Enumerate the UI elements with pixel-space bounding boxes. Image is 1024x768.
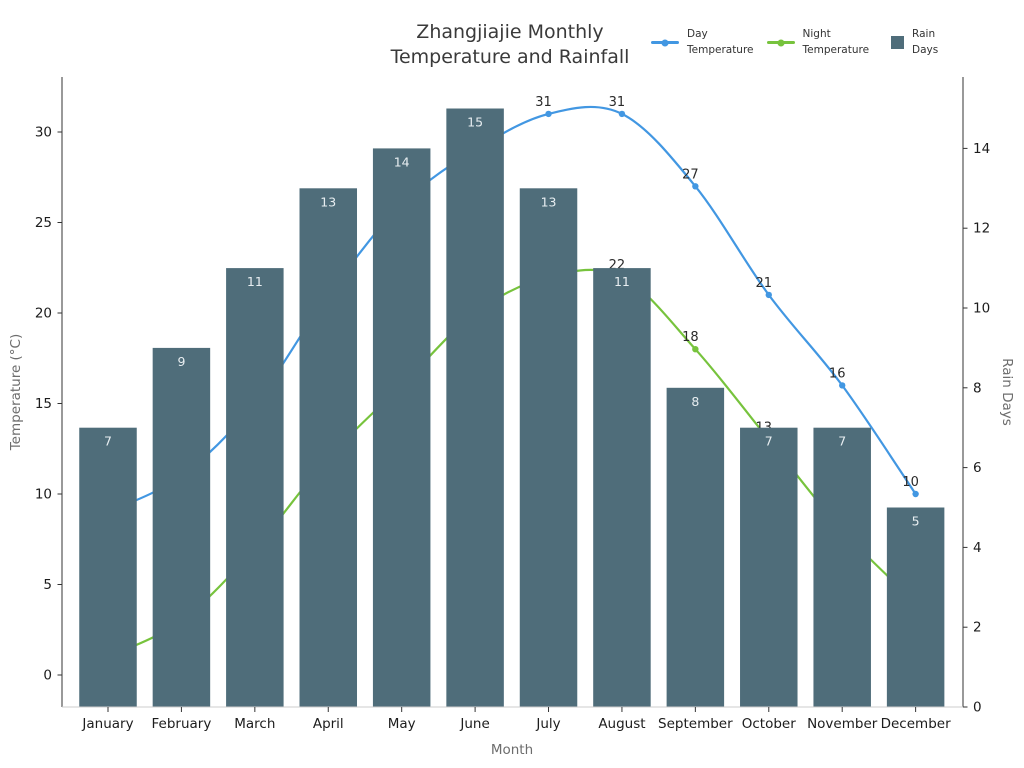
rain-bar-june (446, 108, 504, 707)
night-temperature-legend-line-icon (766, 39, 795, 46)
rain-bar-december (886, 507, 945, 707)
legend-label-day-temperature: Day Temperature (687, 28, 754, 56)
rain-bar-label-june: 15 (467, 115, 483, 130)
rain-bar-label-december: 5 (912, 514, 920, 529)
day-temperature-marker-december (912, 490, 919, 498)
x-axis-tick-label-july: July (535, 716, 560, 732)
rain-bar-may (372, 148, 431, 707)
x-axis-tick-label-march: March (234, 716, 275, 732)
left-axis-tick-label-30: 30 (35, 125, 52, 141)
x-axis-tick-label-january: January (81, 716, 133, 732)
rain-bar-label-april: 13 (320, 194, 336, 209)
right-axis-tick-label-12: 12 (973, 221, 990, 237)
rain-bar-march (226, 268, 284, 707)
right-axis-tick-label-6: 6 (973, 460, 982, 476)
rain-bar-label-july: 13 (541, 194, 557, 209)
night-temperature-marker-september (692, 346, 699, 353)
left-axis-tick-label-10: 10 (35, 487, 52, 503)
day-temperature-marker-november (839, 382, 846, 389)
right-axis-tick-label-10: 10 (973, 301, 990, 317)
rain-bar-august (593, 268, 651, 707)
rain-bar-label-november: 7 (838, 434, 846, 449)
rain-bar-label-september: 8 (691, 394, 699, 409)
right-axis-tick-label-8: 8 (973, 380, 982, 396)
x-axis-tick-label-may: May (388, 716, 416, 732)
left-axis-tick-label-15: 15 (35, 396, 52, 412)
rain-bar-label-january: 7 (104, 434, 112, 449)
chart-title: Zhangjiajie Monthly Temperature and Rain… (391, 20, 630, 70)
rain-bar-label-march: 11 (247, 274, 263, 289)
x-axis-title: Month (490, 742, 534, 758)
legend-label-night-temperature: Night Temperature (802, 28, 870, 56)
chart-title-line2: Temperature and Rainfall (390, 46, 630, 68)
day-temperature-marker-september (692, 183, 699, 190)
day-temperature-point-label-july: 31 (535, 95, 552, 110)
right-axis-tick-label-4: 4 (973, 540, 982, 556)
rain-bar-november (813, 427, 871, 707)
left-axis-tick-label-25: 25 (35, 215, 52, 231)
x-axis-tick-label-april: April (313, 716, 344, 732)
rain-bar-october (740, 427, 798, 707)
left-axis-tick-label-20: 20 (35, 306, 52, 322)
legend-item-rain-days: Rain Days (891, 27, 938, 58)
legend: Day Temperature Night Temperature Rain D… (651, 27, 951, 58)
day-temperature-legend-line-icon (651, 39, 679, 46)
rain-bar-label-may: 14 (394, 154, 410, 169)
legend-item-night-temperature: Night Temperature (766, 27, 870, 58)
legend-label-rain-days: Rain Days (912, 28, 939, 56)
right-axis-tick-label-0: 0 (973, 700, 982, 716)
day-temperature-point-label-september: 27 (682, 167, 699, 182)
day-temperature-point-label-august: 31 (609, 95, 626, 110)
left-axis-tick-label-5: 5 (43, 577, 52, 593)
night-temperature-point-label-september: 18 (682, 330, 699, 345)
x-axis-tick-label-august: August (598, 716, 645, 732)
x-axis-tick-label-december: December (881, 716, 951, 732)
right-axis-tick-label-2: 2 (973, 620, 982, 636)
left-axis-tick-label-0: 0 (43, 668, 52, 684)
chart-title-line1: Zhangjiajie Monthly (416, 21, 604, 43)
day-temperature-marker-august (618, 110, 626, 118)
rain-bar-september (666, 387, 725, 707)
rain-bar-april (299, 188, 358, 708)
day-temperature-marker-october (765, 291, 772, 299)
right-axis-tick-label-14: 14 (973, 141, 990, 157)
x-axis-tick-label-september: September (658, 716, 733, 732)
rain-bar-july (519, 188, 578, 708)
day-temperature-point-label-december: 10 (902, 475, 919, 490)
x-axis-tick-label-june: June (459, 716, 489, 732)
rain-bar-label-august: 11 (614, 274, 630, 289)
x-axis-tick-label-october: October (742, 716, 796, 732)
rain-bar-label-february: 9 (177, 354, 185, 369)
x-axis-tick-label-february: February (152, 716, 212, 732)
legend-item-day-temperature: Day Temperature (651, 27, 754, 58)
rain-days-legend-square-icon (891, 36, 905, 49)
day-temperature-point-label-november: 16 (829, 366, 846, 381)
rain-bar-label-october: 7 (765, 434, 773, 449)
rain-bar-january (79, 427, 137, 707)
day-temperature-point-label-october: 21 (756, 276, 773, 291)
rain-bar-february (152, 347, 211, 707)
day-temperature-marker-july (545, 110, 552, 118)
x-axis-tick-label-november: November (807, 716, 878, 732)
